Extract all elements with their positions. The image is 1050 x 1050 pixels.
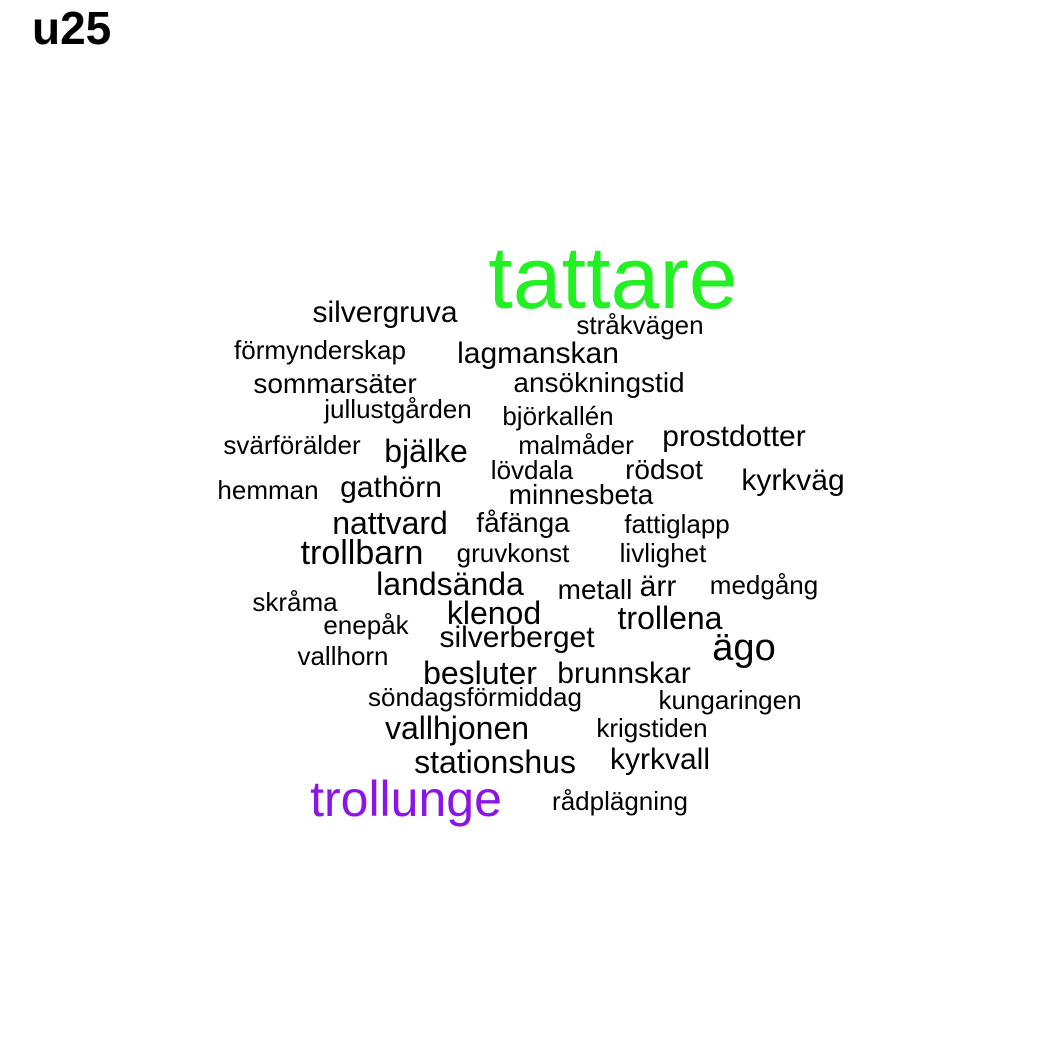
word-bjorkallen: björkallén — [502, 401, 614, 431]
word-vallhjonen: vallhjonen — [384, 710, 530, 746]
word-trollbarn: trollbarn — [300, 534, 424, 572]
word-medgang: medgång — [709, 570, 819, 600]
word-silvergruva: silvergruva — [312, 296, 458, 329]
word-rodsot: rödsot — [625, 454, 703, 485]
word-tattare: tattare — [488, 228, 738, 327]
word-trollunge: trollunge — [310, 771, 502, 827]
word-livlighet: livlighet — [619, 538, 707, 568]
word-krigstiden: krigstiden — [596, 713, 708, 743]
word-stationshus: stationshus — [414, 744, 576, 780]
word-gathorn: gathörn — [340, 471, 442, 504]
word-ago: ägo — [712, 627, 776, 669]
word-brunnskar: brunnskar — [557, 657, 691, 690]
word-landsanda: landsända — [376, 566, 524, 602]
word-kungaringen: kungaringen — [658, 685, 802, 715]
word-fafanga: fåfänga — [476, 507, 570, 538]
word-gruvkonst: gruvkonst — [456, 538, 570, 568]
word-silverberget: silverberget — [439, 621, 595, 654]
word-skrama: skråma — [252, 587, 338, 617]
word-klenod: klenod — [446, 595, 542, 631]
word-bjalke: bjälke — [384, 433, 468, 469]
word-trollena: trollena — [617, 600, 723, 636]
word-vallhorn: vallhorn — [297, 641, 389, 671]
word-strakvagen: stråkvägen — [576, 310, 704, 340]
word-kyrkvag: kyrkväg — [741, 464, 845, 497]
word-minnesbeta: minnesbeta — [508, 479, 654, 510]
word-lagmanskan: lagmanskan — [457, 337, 619, 370]
word-sondagsformiddag: söndagsförmiddag — [368, 682, 582, 712]
word-ansokningstid: ansökningstid — [513, 367, 685, 398]
word-hemman: hemman — [217, 475, 319, 505]
word-fattiglapp: fattiglapp — [624, 509, 730, 539]
word-arr: ärr — [639, 570, 677, 603]
word-svarforalder: svärförälder — [223, 430, 361, 460]
word-sommarsater: sommarsäter — [253, 368, 417, 399]
word-nattvard: nattvard — [332, 505, 448, 541]
page-title: u25 — [32, 2, 112, 54]
word-kyrkvall: kyrkvall — [609, 743, 711, 776]
word-enepak: enepåk — [323, 610, 409, 640]
word-prostdotter: prostdotter — [662, 420, 806, 453]
word-malmader: malmåder — [518, 430, 634, 460]
word-jullustgarden: jullustgården — [324, 394, 472, 424]
word-metall: metall — [557, 574, 633, 605]
word-radplagning: rådplägning — [552, 786, 688, 816]
word-formynderskap: förmynderskap — [234, 335, 406, 365]
word-besluter: besluter — [423, 655, 537, 691]
word-lovdala: lövdala — [490, 455, 574, 485]
